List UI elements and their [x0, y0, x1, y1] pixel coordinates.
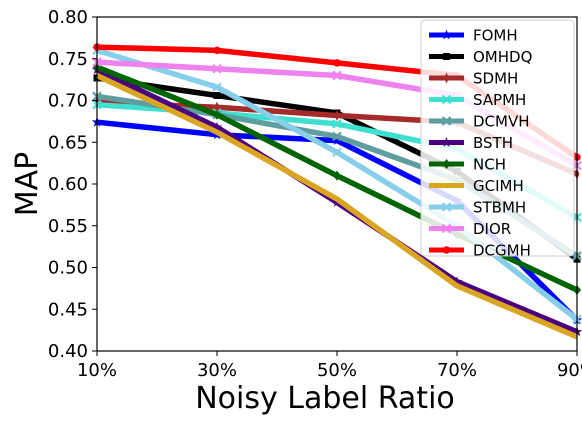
x-tick-label: 10%: [77, 360, 117, 381]
data-point-dcgmh: [213, 46, 221, 55]
data-point-stbmh: [332, 147, 342, 158]
legend-label: FOMH: [473, 27, 518, 45]
legend-marker-sapmh: [441, 94, 452, 105]
x-tick-label: 70%: [437, 360, 477, 381]
y-tick-label: 0.50: [48, 258, 88, 279]
data-point-fomh: [331, 135, 343, 145]
legend-marker-dcgmh: [442, 246, 451, 254]
data-point-nch: [213, 109, 221, 120]
data-point-sdmh: [214, 101, 220, 113]
legend-marker-stbmh: [441, 202, 452, 212]
legend-label: BSTH: [473, 134, 513, 152]
data-point-nch: [333, 170, 341, 181]
legend-item-dcmvh: DCMVH: [429, 113, 530, 131]
legend-label: DCGMH: [473, 242, 531, 260]
legend: FOMH OMHDQ SDMH SAPMH DCMVH BSTH NCH GCIMH STBMH…: [420, 19, 575, 260]
legend-item-sdmh: SDMH: [429, 70, 518, 88]
legend-item-stbmh: STBMH: [429, 199, 526, 217]
legend-item-nch: NCH: [429, 156, 506, 174]
legend-marker-dior: [441, 223, 452, 234]
legend-label: GCIMH: [473, 177, 524, 195]
data-point-sdmh: [334, 110, 340, 122]
data-point-bsth: [451, 276, 463, 287]
legend-label: OMHDQ: [473, 48, 532, 66]
y-tick-label: 0.75: [48, 49, 88, 70]
data-point-bsth: [211, 121, 223, 132]
y-tick-label: 0.80: [48, 7, 88, 28]
data-point-dcgmh: [333, 59, 341, 67]
y-tick-label: 0.45: [48, 299, 88, 320]
data-point-dior: [332, 70, 342, 81]
data-point-dior: [212, 63, 222, 74]
y-axis-label: MAP: [10, 152, 45, 217]
legend-label: STBMH: [473, 199, 526, 217]
legend-item-gcimh: GCIMH: [429, 177, 524, 195]
data-point-stbmh: [212, 82, 222, 92]
legend-label: SDMH: [473, 70, 518, 88]
data-point-dcmvh: [332, 131, 342, 142]
legend-label: DIOR: [473, 220, 511, 238]
x-axis-label: Noisy Label Ratio: [195, 381, 455, 416]
data-point-sapmh: [332, 119, 342, 129]
series-gcimh: [95, 73, 579, 340]
y-tick-label: 0.70: [48, 91, 88, 112]
y-tick-label: 0.60: [48, 174, 88, 195]
legend-marker-fomh: [441, 29, 452, 40]
axis-ticks: 0.40 0.45 0.50 0.55 0.60 0.65 0.70 0.75 0.80 10% 3…: [48, 7, 582, 381]
y-tick-label: 0.55: [48, 216, 88, 237]
legend-label: SAPMH: [473, 91, 526, 109]
legend-item-sapmh: SAPMH: [429, 91, 526, 109]
legend-item-fomh: FOMH: [429, 27, 518, 45]
legend-label: NCH: [473, 156, 506, 174]
legend-marker-nch: [442, 159, 451, 169]
y-tick-label: 0.40: [48, 341, 88, 362]
legend-marker-bsth: [441, 137, 452, 147]
series-line-gcimh: [95, 73, 579, 340]
x-tick-label: 90%: [557, 360, 582, 381]
legend-item-dior: DIOR: [429, 220, 511, 238]
legend-marker-omhdq: [443, 53, 450, 60]
legend-marker-sdmh: [444, 72, 449, 84]
x-tick-label: 50%: [317, 360, 357, 381]
legend-item-dcgmh: DCGMH: [429, 242, 531, 260]
data-point-omhdq: [213, 91, 221, 99]
x-tick-label: 30%: [197, 360, 237, 381]
legend-item-omhdq: OMHDQ: [429, 48, 532, 66]
legend-label: DCMVH: [473, 113, 530, 131]
legend-marker-dcmvh: [441, 116, 452, 126]
y-tick-label: 0.65: [48, 132, 88, 153]
legend-item-bsth: BSTH: [429, 134, 513, 152]
